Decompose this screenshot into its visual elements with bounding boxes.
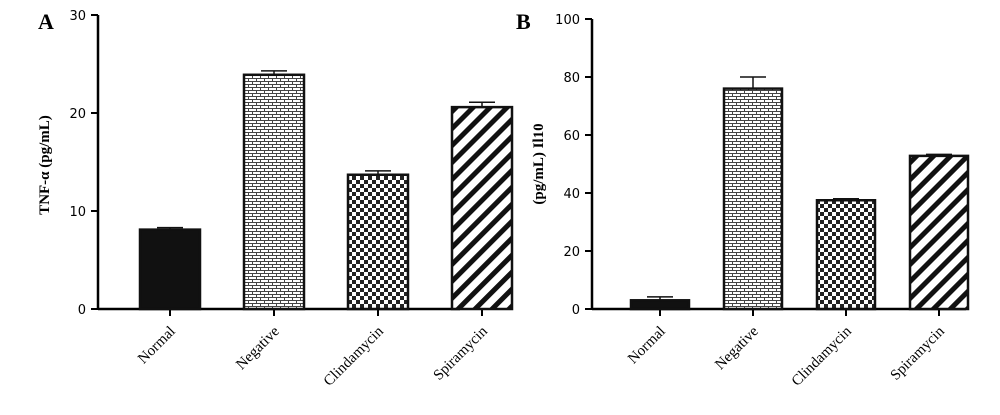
y-tick-label: 100 <box>555 13 580 28</box>
x-category-label: Clindamycin <box>321 323 387 389</box>
bar-negative <box>722 87 784 311</box>
panel-b: B (pg/mL) Il10 0 20 40 60 80 100 Normal Negativ… <box>516 9 970 390</box>
y-axis-label-a: TNF-α (pg/mL) <box>37 115 53 215</box>
bar-clindamycin <box>346 173 410 311</box>
bar-clindamycin <box>815 199 877 311</box>
y-axis-label-b: (pg/mL) Il10 <box>531 123 547 204</box>
y-tick-label: 30 <box>69 9 86 24</box>
bar-normal <box>138 228 202 311</box>
bar-negative <box>242 73 306 311</box>
bar-spiramycin <box>450 105 514 311</box>
y-tick-label: 0 <box>572 303 580 318</box>
y-tick-label: 40 <box>563 187 580 202</box>
bar-spiramycin <box>908 154 970 311</box>
panel-letter-a: A <box>38 9 54 34</box>
y-tick-label: 10 <box>69 205 86 220</box>
bars-a <box>138 70 514 311</box>
y-tick-label: 20 <box>563 245 580 260</box>
panel-letter-b: B <box>516 9 531 34</box>
x-category-label: Spiramycin <box>431 323 492 384</box>
y-tick-label: 20 <box>69 107 86 122</box>
x-category-label: Spiramycin <box>888 323 949 384</box>
x-category-label: Clindamycin <box>789 323 855 389</box>
y-tick-label: 0 <box>78 303 86 318</box>
x-category-label: Negative <box>712 323 762 373</box>
y-tick-label: 60 <box>563 129 580 144</box>
x-category-label: Normal <box>625 324 669 368</box>
x-category-label: Normal <box>135 324 179 368</box>
bars-b <box>629 76 970 311</box>
bar-normal <box>629 299 691 311</box>
x-category-label: Negative <box>233 323 283 373</box>
y-tick-label: 80 <box>563 71 580 86</box>
panel-a: A TNF-α (pg/mL) 0 10 20 30 Normal Negative Cli… <box>37 9 514 390</box>
